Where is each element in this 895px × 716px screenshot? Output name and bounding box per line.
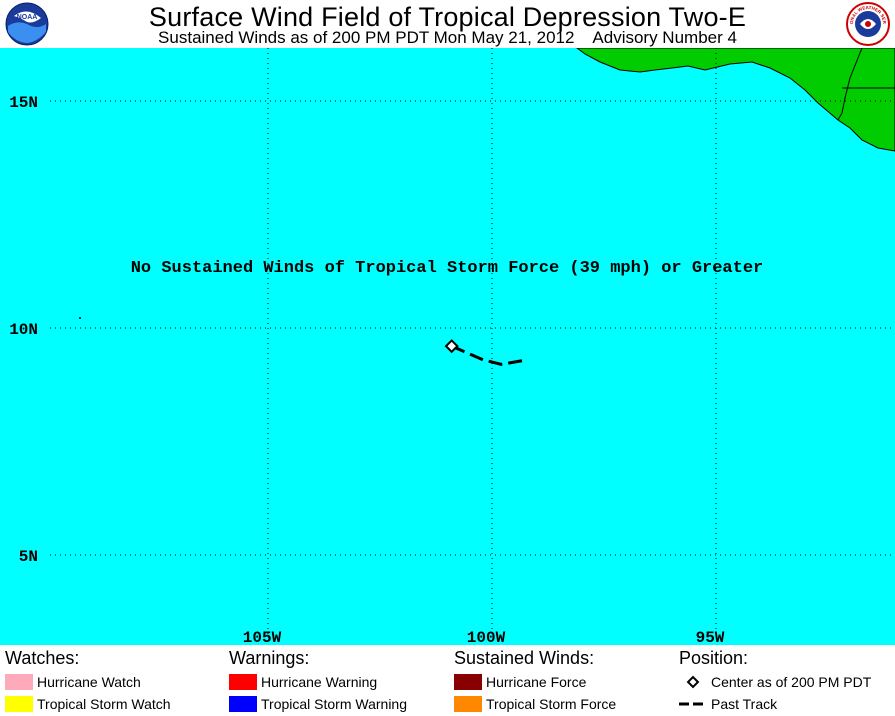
- legend-sustained-winds: Sustained Winds: Hurricane Force Tropica…: [454, 647, 616, 715]
- small-island-dot: [79, 317, 81, 319]
- lon-label-95w: 95W: [696, 629, 725, 645]
- tropical-storm-watch-swatch: [5, 696, 33, 712]
- lon-label-105w: 105W: [243, 629, 282, 645]
- legend-watches: Watches: Hurricane Watch Tropical Storm …: [5, 647, 171, 715]
- hurricane-watch-swatch: [5, 674, 33, 690]
- lat-lon-gridlines: [50, 48, 895, 638]
- page-subtitle: Sustained Winds as of 200 PM PDT Mon May…: [158, 28, 737, 47]
- longitude-labels: 105W 100W 95W: [243, 629, 725, 645]
- past-track-dash-icon: [679, 696, 707, 712]
- hurricane-warning-swatch: [229, 674, 257, 690]
- page-title: Surface Wind Field of Tropical Depressio…: [148, 2, 747, 32]
- legend-position-heading: Position:: [679, 648, 749, 668]
- map-legend: Watches: Hurricane Watch Tropical Storm …: [0, 645, 895, 716]
- past-track-line: [451, 344, 529, 366]
- legend-warnings-heading: Warnings:: [229, 648, 310, 668]
- national-weather-service-logo: NATIONAL WEATHER SERVICE: [844, 0, 890, 46]
- mexico-coastline-land: [576, 48, 895, 152]
- storm-center-marker: [444, 339, 459, 354]
- svg-text:NOAA: NOAA: [17, 14, 38, 21]
- legend-warnings: Warnings: Hurricane Warning Tropical Sto…: [229, 647, 407, 715]
- legend-item-center: Center as of 200 PM PDT: [679, 671, 871, 693]
- legend-sustained-winds-heading: Sustained Winds:: [454, 648, 595, 668]
- legend-item-hurricane-warning: Hurricane Warning: [229, 671, 407, 693]
- legend-watches-heading: Watches:: [5, 648, 80, 668]
- no-tropical-storm-winds-notice: No Sustained Winds of Tropical Storm For…: [131, 259, 764, 278]
- tropical-storm-force-swatch: [454, 696, 482, 712]
- legend-item-past-track: Past Track: [679, 693, 871, 715]
- tropical-storm-warning-swatch: [229, 696, 257, 712]
- lat-label-5n: 5N: [19, 548, 38, 566]
- wind-field-map: 15N 10N 5N 105W 100W 95W No Sustained Winds …: [0, 48, 895, 645]
- center-diamond-icon: [679, 674, 707, 690]
- legend-item-tropical-storm-watch: Tropical Storm Watch: [5, 693, 171, 715]
- latitude-labels: 15N 10N 5N: [9, 94, 38, 566]
- lon-label-100w: 100W: [467, 629, 506, 645]
- legend-item-tropical-storm-warning: Tropical Storm Warning: [229, 693, 407, 715]
- legend-item-hurricane-watch: Hurricane Watch: [5, 671, 171, 693]
- map-header: NOAA Surface Wind Field of Tropical Depr…: [0, 0, 895, 48]
- lat-label-10n: 10N: [9, 321, 38, 339]
- legend-item-hurricane-force: Hurricane Force: [454, 671, 616, 693]
- hurricane-force-swatch: [454, 674, 482, 690]
- noaa-logo: NOAA: [5, 2, 49, 46]
- legend-item-tropical-storm-force: Tropical Storm Force: [454, 693, 616, 715]
- lat-label-15n: 15N: [9, 94, 38, 112]
- legend-position: Position: Center as of 200 PM PDT Past T…: [679, 647, 871, 715]
